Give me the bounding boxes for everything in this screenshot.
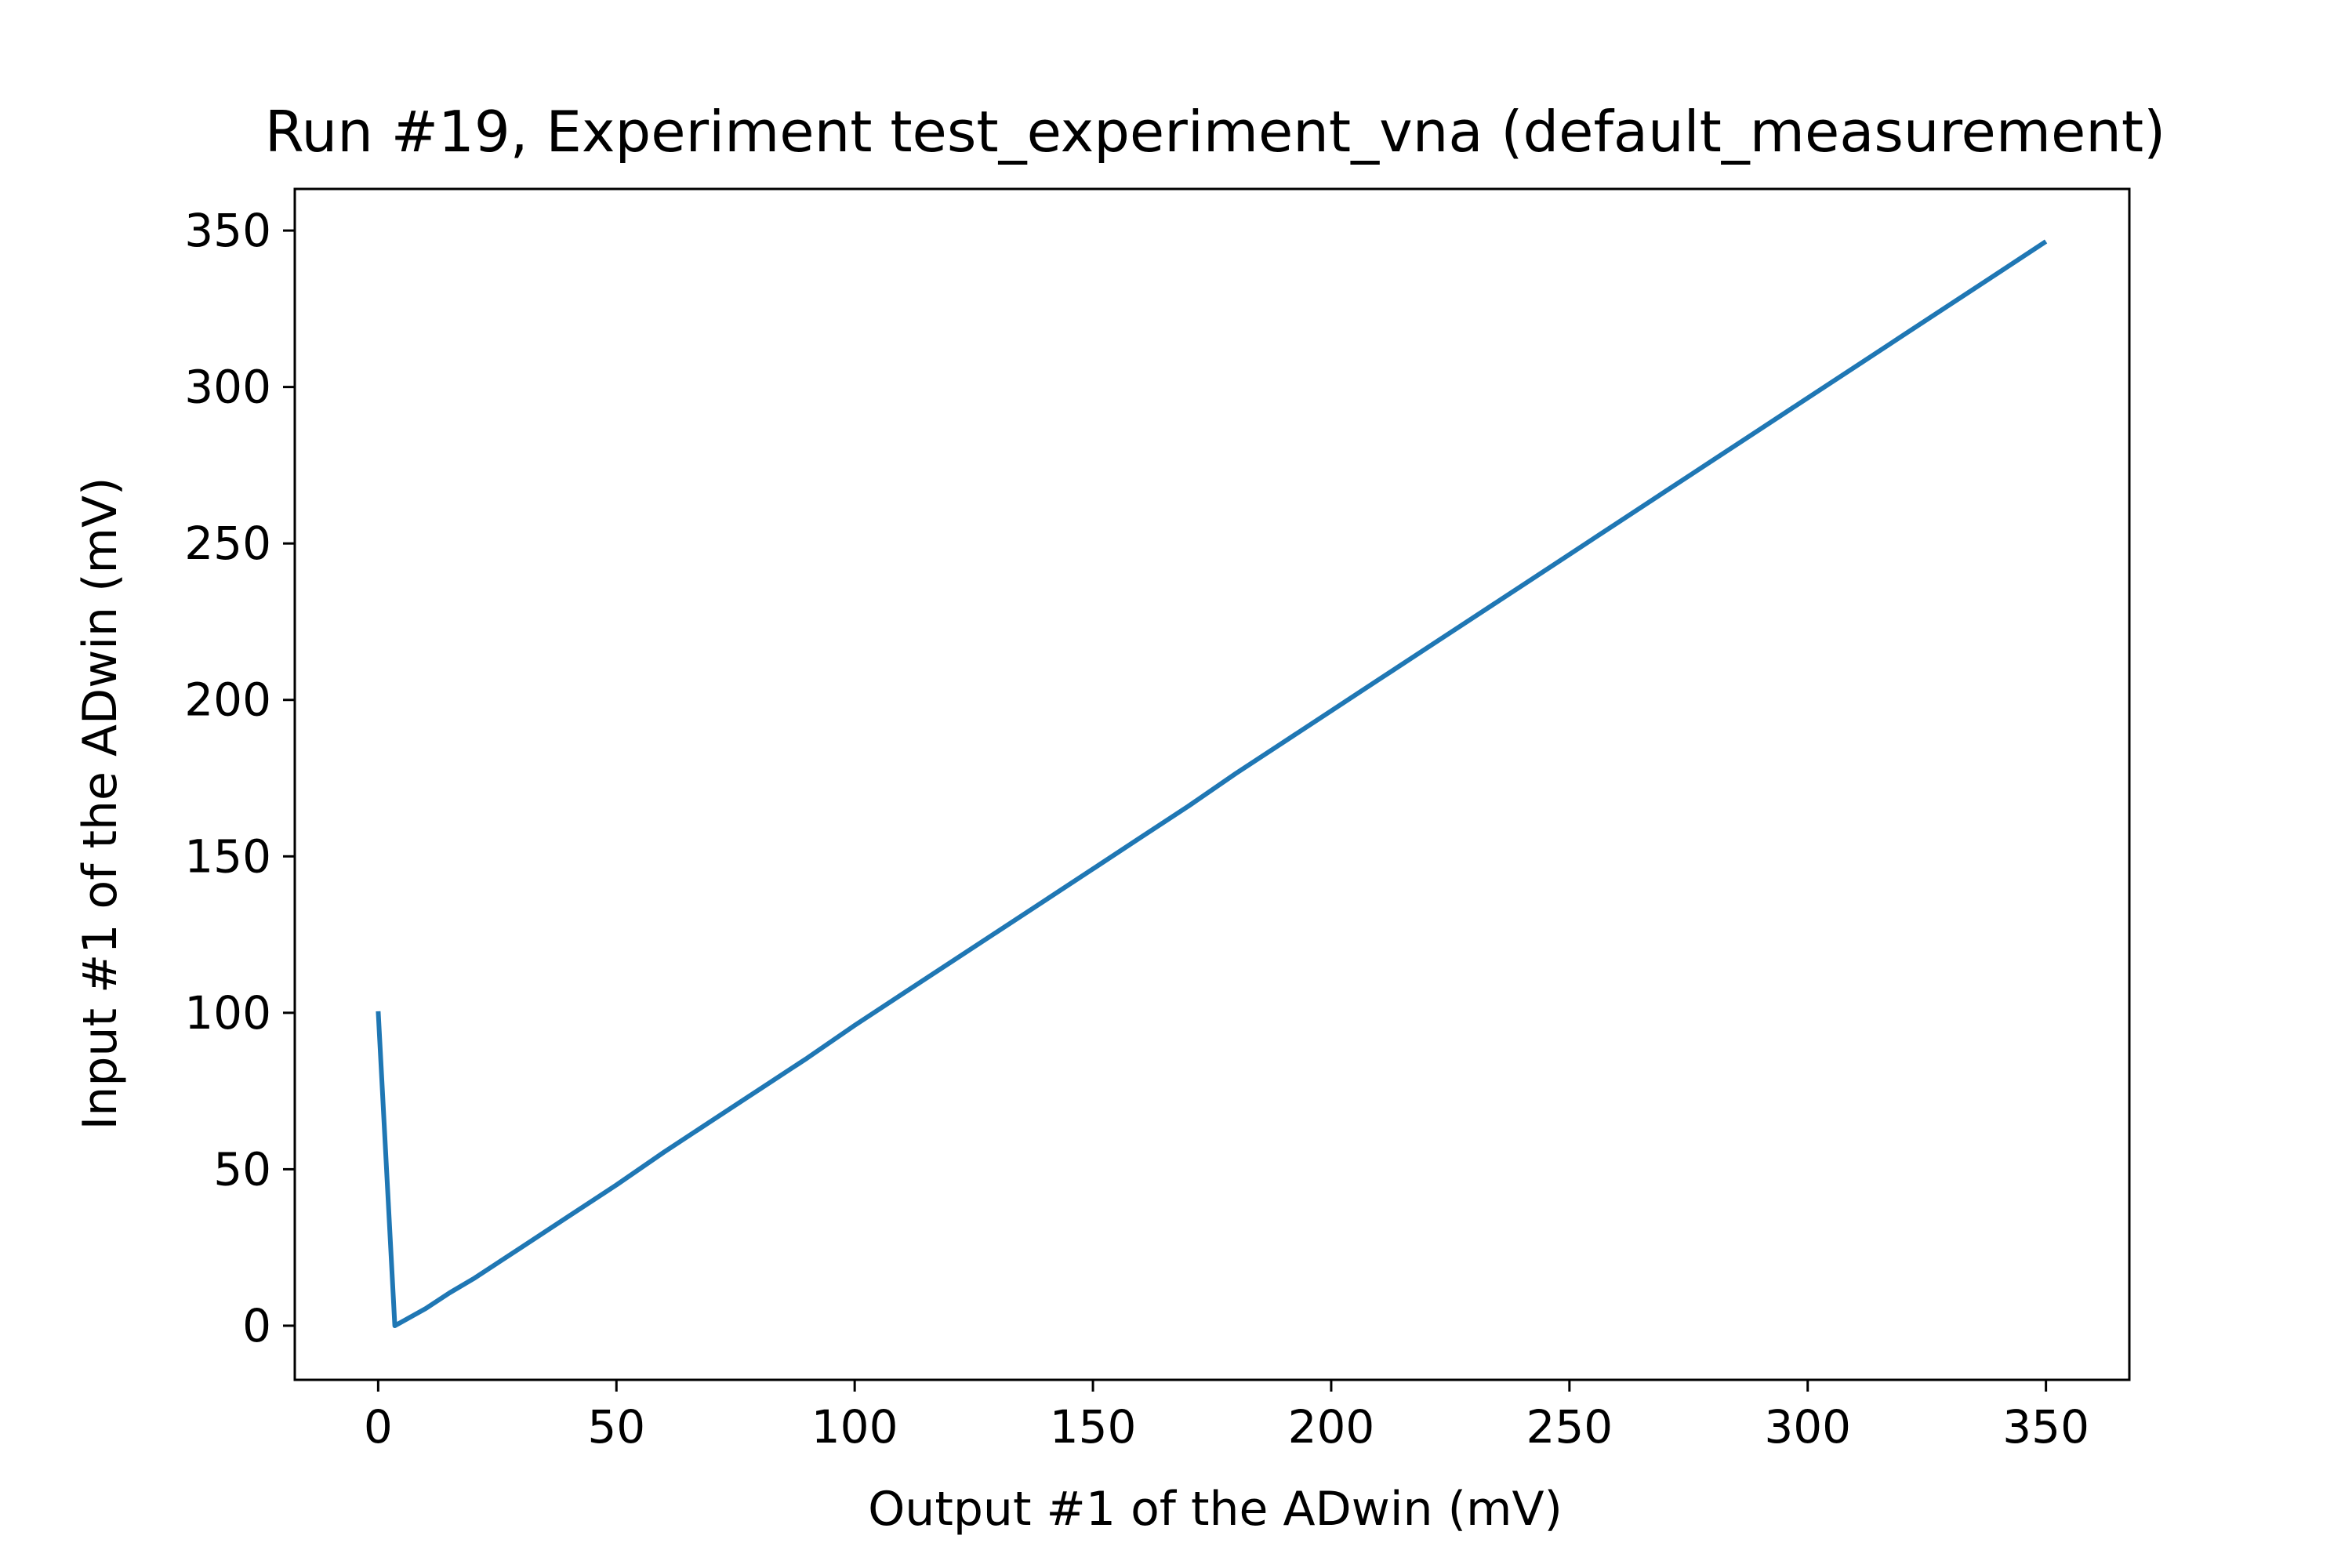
x-tick-label: 150: [1050, 1400, 1137, 1454]
y-tick-label: 200: [184, 673, 271, 727]
plot-area: 0 50 100 150 200 250 300 350 0 50 100 150 200 250 300 3…: [184, 187, 2131, 1454]
x-tick-label: 350: [2002, 1400, 2089, 1454]
y-tick-label: 350: [184, 204, 271, 257]
x-tick-label: 300: [1764, 1400, 1851, 1454]
x-tick-label: 100: [811, 1400, 898, 1454]
y-tick-label: 300: [184, 361, 271, 414]
plot-frame: [293, 187, 2131, 1381]
x-tick-label: 200: [1288, 1400, 1375, 1454]
chart-title: Run #19, Experiment test_experiment_vna …: [265, 99, 2165, 165]
x-axis-title: Output #1 of the ADwin (mV): [868, 1482, 1563, 1537]
series-line-0: [376, 239, 2048, 1328]
x-tick-label: 50: [587, 1400, 645, 1454]
x-tick-label: 0: [364, 1400, 393, 1454]
y-tick-label: 100: [184, 986, 271, 1040]
y-tick-label: 50: [213, 1142, 271, 1196]
y-tick-label: 150: [184, 829, 271, 883]
y-axis-title: Input #1 of the ADwin (mV): [73, 477, 128, 1131]
y-tick-label: 0: [242, 1299, 271, 1352]
y-tick-label: 250: [184, 517, 271, 570]
x-tick-label: 250: [1526, 1400, 1613, 1454]
